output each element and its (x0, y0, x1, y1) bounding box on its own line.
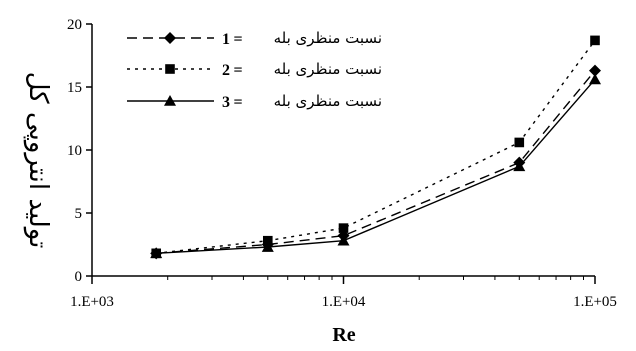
legend-entry-1: 1 = نسبت منظری بله (127, 29, 382, 48)
x-tick-label: 1.E+03 (70, 294, 114, 310)
legend-number: 3 (222, 94, 230, 111)
series-group (150, 35, 601, 260)
legend-equals: = (233, 94, 242, 111)
series-3-point (337, 234, 350, 246)
y-ticks: 0 5 10 15 20 (67, 17, 92, 285)
x-axis-title: Re (332, 324, 355, 346)
y-tick-label: 0 (75, 269, 83, 285)
series-3-point (150, 247, 163, 259)
series-3-point (261, 241, 274, 252)
legend-number: 1 (222, 31, 230, 48)
legend-entry-3: 3 = نسبت منظری بله (127, 92, 382, 111)
series-3-point (513, 160, 526, 172)
series-2-point (514, 137, 525, 148)
y-tick-label: 5 (75, 206, 83, 222)
y-axis-title: تولید انتروپی کل (23, 72, 53, 249)
legend-marker (164, 95, 176, 106)
y-tick-label: 20 (67, 17, 82, 33)
legend-marker (164, 32, 176, 44)
legend-equals: = (233, 62, 242, 79)
series-1-line (156, 70, 596, 254)
series-2-point (338, 223, 349, 233)
legend-label: نسبت منظری بله (274, 60, 382, 78)
x-tick-label: 1.E+04 (322, 294, 366, 310)
legend-marker (165, 64, 175, 74)
legend-label: نسبت منظری بله (274, 92, 382, 110)
series-3-point (589, 73, 601, 85)
y-tick-label: 10 (67, 143, 82, 159)
legend-number: 2 (222, 62, 230, 79)
y-tick-label: 15 (67, 80, 82, 96)
series-2-line (156, 39, 596, 254)
series-1-point (589, 64, 601, 77)
series-2-point (262, 235, 273, 246)
legend-equals: = (233, 31, 242, 48)
x-ticks: 1.E+03 1.E+04 1.E+05 (70, 276, 617, 310)
series-3 (150, 73, 601, 259)
x-tick-label: 1.E+05 (573, 294, 617, 310)
legend-label: نسبت منظری بله (274, 29, 382, 47)
legend-entry-2: 2 = نسبت منظری بله (127, 60, 382, 79)
series-2-point (590, 35, 600, 46)
